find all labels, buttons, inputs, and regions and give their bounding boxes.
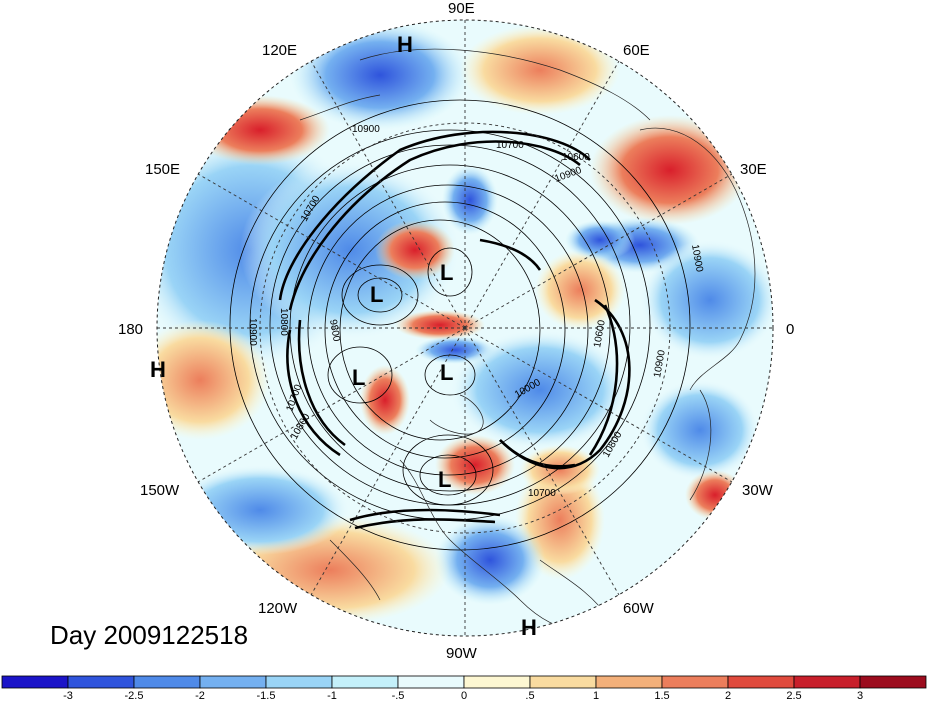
colorbar-tick-label: -.5 xyxy=(392,690,405,702)
day-label: Day 2009122518 xyxy=(50,620,248,650)
low-center-mark: L xyxy=(440,360,453,385)
contour-label: 10600 xyxy=(562,152,590,163)
colorbar-tick-label: -2 xyxy=(195,690,205,702)
lon-label-30w: 30W xyxy=(742,482,774,499)
colorbar-tick-label: 1.5 xyxy=(654,690,669,702)
colorbar-box xyxy=(67,675,135,689)
colorbar-box xyxy=(1,675,69,689)
high-center-mark: H xyxy=(521,615,537,640)
contour-label: 10900 xyxy=(689,244,705,274)
colorbar-box xyxy=(529,675,597,689)
colorbar-box xyxy=(661,675,729,689)
colorbar: -3 -2.5 -2 -1.5 -1 -.5 0 .5 1 1.5 2 2.5 3 xyxy=(1,675,927,702)
colorbar-box xyxy=(595,675,663,689)
colorbar-box xyxy=(463,675,531,689)
coastlines xyxy=(299,48,756,631)
lon-label-120w: 120W xyxy=(258,600,298,617)
colorbar-tick-label: 1 xyxy=(593,690,599,702)
colorbar-box xyxy=(133,675,201,689)
colorbar-tick-label: 3 xyxy=(857,690,863,702)
colorbar-box xyxy=(397,675,465,689)
polar-grid xyxy=(157,20,773,636)
lon-label-180: 180 xyxy=(118,321,143,338)
anomaly-field xyxy=(157,20,773,636)
contour-label: 10700 xyxy=(528,488,556,499)
lon-label-90e: 90E xyxy=(448,0,475,17)
colorbar-tick-label: 0 xyxy=(461,690,467,702)
colorbar-ticks: -3 -2.5 -2 -1.5 -1 -.5 0 .5 1 1.5 2 2.5 3 xyxy=(63,690,863,702)
colorbar-tick-label: -1 xyxy=(327,690,337,702)
low-center-mark: L xyxy=(352,365,365,390)
colorbar-tick-label: .5 xyxy=(525,690,534,702)
jet-contours xyxy=(278,130,631,530)
colorbar-box xyxy=(793,675,861,689)
contour-label: 10900 xyxy=(352,124,380,135)
lon-label-0: 0 xyxy=(786,321,794,338)
low-center-mark: L xyxy=(438,467,451,492)
lon-label-120e: 120E xyxy=(262,42,297,59)
colorbar-tick-label: -2.5 xyxy=(125,690,144,702)
lon-label-150e: 150E xyxy=(145,161,180,178)
colorbar-box xyxy=(265,675,333,689)
colorbar-tick-label: 2 xyxy=(725,690,731,702)
low-center-mark: L xyxy=(440,260,453,285)
lon-label-90w: 90W xyxy=(446,645,478,662)
lon-label-60e: 60E xyxy=(623,42,650,59)
pressure-center-marks: H H H L L L L L xyxy=(150,32,537,640)
colorbar-tick-label: -3 xyxy=(63,690,73,702)
contour-label: 10900 xyxy=(652,349,668,379)
colorbar-box xyxy=(199,675,267,689)
colorbar-box xyxy=(859,675,927,689)
high-center-mark: H xyxy=(150,357,166,382)
low-center-mark: L xyxy=(370,282,383,307)
high-center-mark: H xyxy=(397,32,413,57)
colorbar-boxes xyxy=(1,675,927,689)
colorbar-tick-label: -1.5 xyxy=(257,690,276,702)
colorbar-box xyxy=(727,675,795,689)
contour-label: 10800 xyxy=(278,308,289,336)
colorbar-tick-label: 2.5 xyxy=(786,690,801,702)
colorbar-box xyxy=(331,675,399,689)
contour-label: 10900 xyxy=(247,318,258,346)
contour-label: 10600 xyxy=(592,319,608,349)
lon-label-30e: 30E xyxy=(740,161,767,178)
contour-label: 9800 xyxy=(327,319,342,343)
lon-label-150w: 150W xyxy=(140,482,180,499)
longitude-labels: 90E 60E 30E 0 30W 60W 90W 120W 150W 180 … xyxy=(118,0,794,662)
map-boundary xyxy=(156,19,774,637)
contour-label: 10700 xyxy=(496,140,524,151)
lon-label-60w: 60W xyxy=(623,600,655,617)
